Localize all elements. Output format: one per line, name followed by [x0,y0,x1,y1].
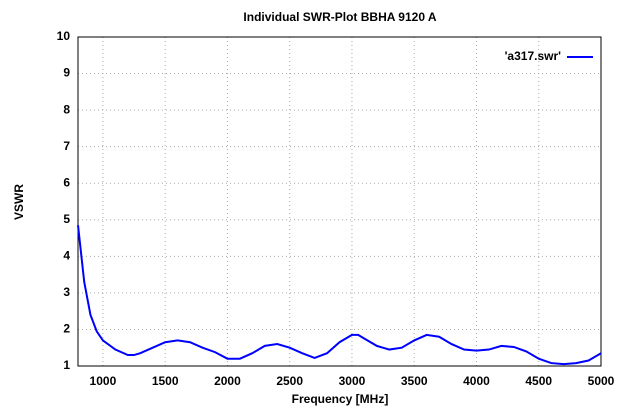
x-tick-label: 4000 [463,374,490,388]
y-tick-label: 3 [63,285,70,299]
chart-title: Individual SWR-Plot BBHA 9120 A [243,10,436,24]
x-tick-label: 4500 [525,374,552,388]
y-tick-label: 4 [63,249,70,263]
y-tick-label: 7 [63,139,70,153]
y-tick-label: 9 [63,66,70,80]
y-tick-label: 2 [63,322,70,336]
x-axis-label: Frequency [MHz] [292,392,389,406]
y-tick-label: 5 [63,212,70,226]
x-tick-label: 3000 [339,374,366,388]
plot-frame [77,36,602,367]
x-tick-label: 3500 [401,374,428,388]
x-tick-label: 1500 [152,374,179,388]
x-tick-label: 5000 [588,374,615,388]
x-tick-label: 1000 [90,374,117,388]
y-tick-label: 10 [57,29,71,43]
y-tick-label: 8 [63,102,70,116]
x-tick-label: 2000 [214,374,241,388]
x-tick-label: 2500 [276,374,303,388]
y-axis-label: VSWR [12,184,26,220]
y-tick-label: 6 [63,175,70,189]
legend-label: 'a317.swr' [505,49,562,63]
y-tick-label: 1 [63,358,70,372]
data-line [77,225,602,366]
